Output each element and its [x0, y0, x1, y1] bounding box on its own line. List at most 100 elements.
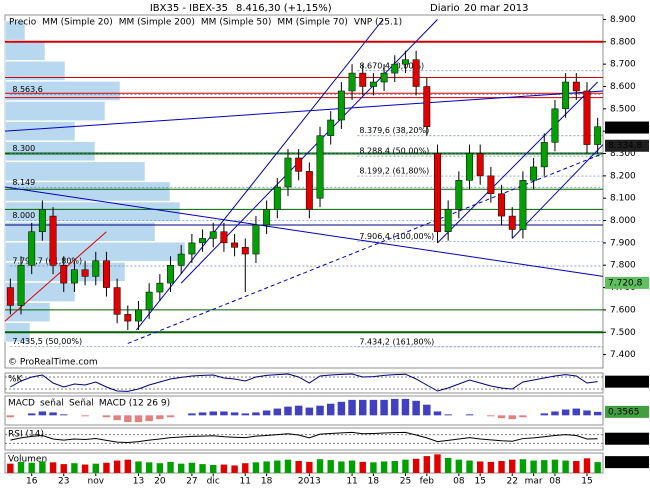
volume-bar: [210, 465, 217, 473]
volume-bar: [434, 454, 441, 473]
volume-bar: [455, 459, 463, 473]
panel-frame: [4, 427, 604, 451]
candle-body: [359, 72, 367, 87]
x-tick-label: 08: [549, 477, 561, 487]
candle-body: [348, 72, 356, 92]
volume-profile-bar: [4, 101, 106, 121]
macd-bar: [380, 399, 388, 416]
candle-body: [498, 193, 506, 217]
candle-body: [583, 90, 591, 145]
macd-bar: [284, 406, 292, 416]
indicator-name: RSI (14): [8, 430, 44, 440]
candle-body: [412, 59, 420, 87]
y-tick-label: 8.700: [610, 60, 636, 70]
macd-bar: [391, 398, 399, 416]
volume-bar: [284, 459, 292, 473]
macd-bar: [305, 407, 314, 416]
volume-bar: [338, 461, 345, 473]
fib-label: 8.199,2 (61,80%): [359, 167, 429, 176]
x-tick-label: 2013: [298, 477, 321, 487]
macd-bar: [6, 415, 15, 418]
trend-line: [4, 186, 604, 277]
volume-bar: [188, 462, 196, 473]
volume-profile-bar: [4, 161, 146, 182]
macd-bar: [551, 411, 559, 416]
volume-bar: [444, 457, 452, 473]
indicator-name: Volumen: [8, 455, 47, 465]
y-tick-label: 8.100: [610, 194, 636, 204]
volume-bar: [92, 463, 99, 473]
candle-body: [476, 153, 484, 177]
candle-body: [199, 238, 207, 244]
candle-body: [38, 209, 46, 232]
y-tick-label: 8.800: [610, 37, 636, 47]
candle-body: [444, 209, 452, 232]
trend-line: [511, 144, 604, 239]
macd-bar: [497, 415, 506, 419]
volume-bar: [541, 460, 548, 473]
fib-label: 7.435,5 (50,00%): [12, 337, 82, 346]
macd-bar: [487, 415, 495, 417]
candle-body: [135, 309, 142, 322]
candle-body: [519, 180, 527, 230]
candle-body: [209, 231, 217, 239]
volume-bar: [583, 458, 591, 473]
macd-bar: [262, 410, 271, 416]
macd-bar: [38, 411, 47, 416]
candle-body: [380, 72, 388, 83]
volume-bar: [199, 464, 206, 473]
legend-entry: Precio: [9, 18, 37, 28]
candle-body: [145, 291, 153, 311]
macd-bar: [49, 412, 57, 416]
x-tick-label: dic: [207, 477, 220, 487]
macd-bar: [508, 415, 516, 420]
candle-body: [305, 171, 313, 210]
price-label: 8.416,30: [608, 123, 648, 133]
volume-bar: [348, 460, 356, 473]
volume-bar: [327, 460, 334, 473]
fib-label: 7.434,2 (161,80%): [359, 337, 434, 346]
volume-profile-bar: [4, 81, 121, 101]
y-tick-label: 8.300: [610, 149, 636, 159]
volume-bar: [519, 459, 527, 473]
candle-body: [6, 287, 14, 306]
price-box: [605, 139, 649, 152]
candle-body: [434, 153, 441, 232]
macd-bar: [241, 413, 250, 416]
candle-body: [102, 260, 110, 288]
volume-bar: [17, 461, 25, 473]
value-box: [605, 456, 649, 469]
legend-entry: MM (Simple 200): [119, 18, 195, 28]
quote: 8.416,30 (+1,15%): [236, 3, 332, 14]
trend-line: [135, 19, 384, 331]
value-label: 0,3565: [608, 407, 640, 417]
fib-label: 8.300: [12, 144, 35, 153]
fib-label: 8.149: [12, 178, 35, 187]
macd-bar: [102, 415, 111, 418]
macd-bar: [412, 400, 420, 416]
macd-bar: [337, 401, 346, 416]
candle-body: [337, 90, 345, 121]
volume-bar: [391, 461, 398, 473]
volume-profile-bar: [4, 61, 66, 81]
candle-body: [423, 86, 431, 127]
x-tick-label: 11: [346, 477, 357, 487]
volume-bar: [49, 462, 57, 473]
x-tick-label: 23: [58, 477, 69, 487]
macd-bar: [316, 405, 324, 416]
x-tick-label: 15: [474, 477, 485, 487]
volume-bar: [551, 459, 559, 473]
legend-entry: MM (Simple 70): [277, 18, 347, 28]
fib-label: 7.906,4 (100,00%): [359, 232, 434, 241]
macd-bar: [27, 413, 36, 416]
volume-bar: [316, 459, 324, 473]
volume-bar: [412, 458, 420, 473]
value-label: 51,328: [608, 434, 640, 444]
value-label: 244.362: [608, 458, 645, 468]
y-tick-label: 7.800: [610, 261, 636, 271]
y-tick-label: 8.500: [610, 104, 636, 114]
volume-bar: [476, 461, 484, 473]
macd-bar: [198, 412, 207, 416]
indicator-legend: Señal: [69, 399, 94, 409]
